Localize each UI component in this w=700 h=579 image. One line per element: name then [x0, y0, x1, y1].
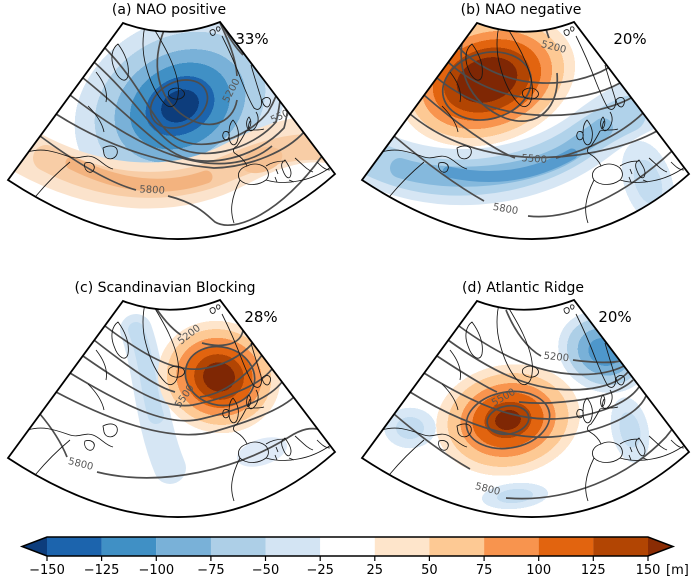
colorbar-segment — [156, 537, 211, 556]
colorbar-tick-label: 150 — [636, 563, 661, 578]
panel-d-contour-lines — [393, 309, 673, 500]
panel-b-map: (b) NAO negative 20% — [361, 2, 690, 240]
panel-c-frequency: 28% — [244, 308, 277, 326]
colorbar-segment — [374, 537, 430, 556]
panel-c-title: (c) Scandinavian Blocking — [75, 280, 256, 296]
colorbar-tick-marks — [46, 556, 649, 561]
colorbar-segment — [101, 537, 157, 556]
colorbar-tick-label: −150 — [29, 563, 65, 578]
colorbar-segment — [265, 537, 321, 556]
panel-b-negative-anomaly-band — [362, 72, 678, 206]
colorbar-segment — [484, 537, 539, 556]
colorbar-unit-label: [m] — [666, 563, 689, 578]
colorbar-segment — [210, 537, 266, 556]
panel-b-title: (b) NAO negative — [461, 2, 582, 18]
colorbar-tick-label: 125 — [581, 563, 606, 578]
colorbar-tick-label: 50 — [421, 563, 438, 578]
panel-d-map: (d) Atlantic Ridge 20% — [361, 280, 690, 518]
colorbar-tick-label: −100 — [138, 563, 174, 578]
panel-b-frequency: 20% — [613, 30, 646, 48]
colorbar-tick-labels: −150 −125 −100 −75 −50 −25 25 50 75 100 … — [29, 563, 689, 578]
colorbar-tick-label: −50 — [252, 563, 279, 578]
colorbar-segment — [538, 537, 594, 556]
contour-label: 5800 — [67, 456, 94, 473]
panel-a-frequency: 33% — [235, 30, 268, 48]
panel-b-contour-lines — [393, 22, 673, 218]
colorbar-segment — [593, 537, 648, 556]
panel-a-contour-lines — [39, 22, 323, 226]
contour-label: 5200 — [543, 351, 569, 365]
colorbar-segment — [429, 537, 485, 556]
colorbar-segment — [47, 537, 102, 556]
colorbar-tick-label: −25 — [306, 563, 333, 578]
colorbar-segment — [320, 537, 375, 556]
panel-a-map: (a) NAO positive 33% — [7, 2, 336, 240]
contour-label: 5800 — [492, 202, 519, 217]
panel-d-title: (d) Atlantic Ridge — [462, 280, 584, 296]
colorbar-tick-label: −75 — [197, 563, 224, 578]
contour-label: 5500 — [521, 153, 547, 166]
panel-d-frequency: 20% — [598, 308, 631, 326]
panel-c-contour-lines — [39, 301, 319, 479]
colorbar-over-arrow — [648, 537, 673, 556]
contour-label: 5800 — [139, 184, 165, 196]
colorbar-tick-label: 100 — [526, 563, 551, 578]
colorbar-tick-label: 75 — [476, 563, 493, 578]
panel-c-map: (c) Scandinavian Blocking 28% — [7, 280, 336, 518]
colorbar: −150 −125 −100 −75 −50 −25 25 50 75 100 … — [19, 536, 689, 578]
panel-a-title: (a) NAO positive — [112, 2, 226, 18]
panel-d-positive-anomaly — [432, 361, 584, 479]
colorbar-tick-label: 25 — [367, 563, 384, 578]
panel-b-contour-labels: 5200 5500 5800 — [492, 39, 567, 217]
colorbar-under-arrow — [22, 537, 47, 556]
colorbar-tick-label: −125 — [84, 563, 120, 578]
